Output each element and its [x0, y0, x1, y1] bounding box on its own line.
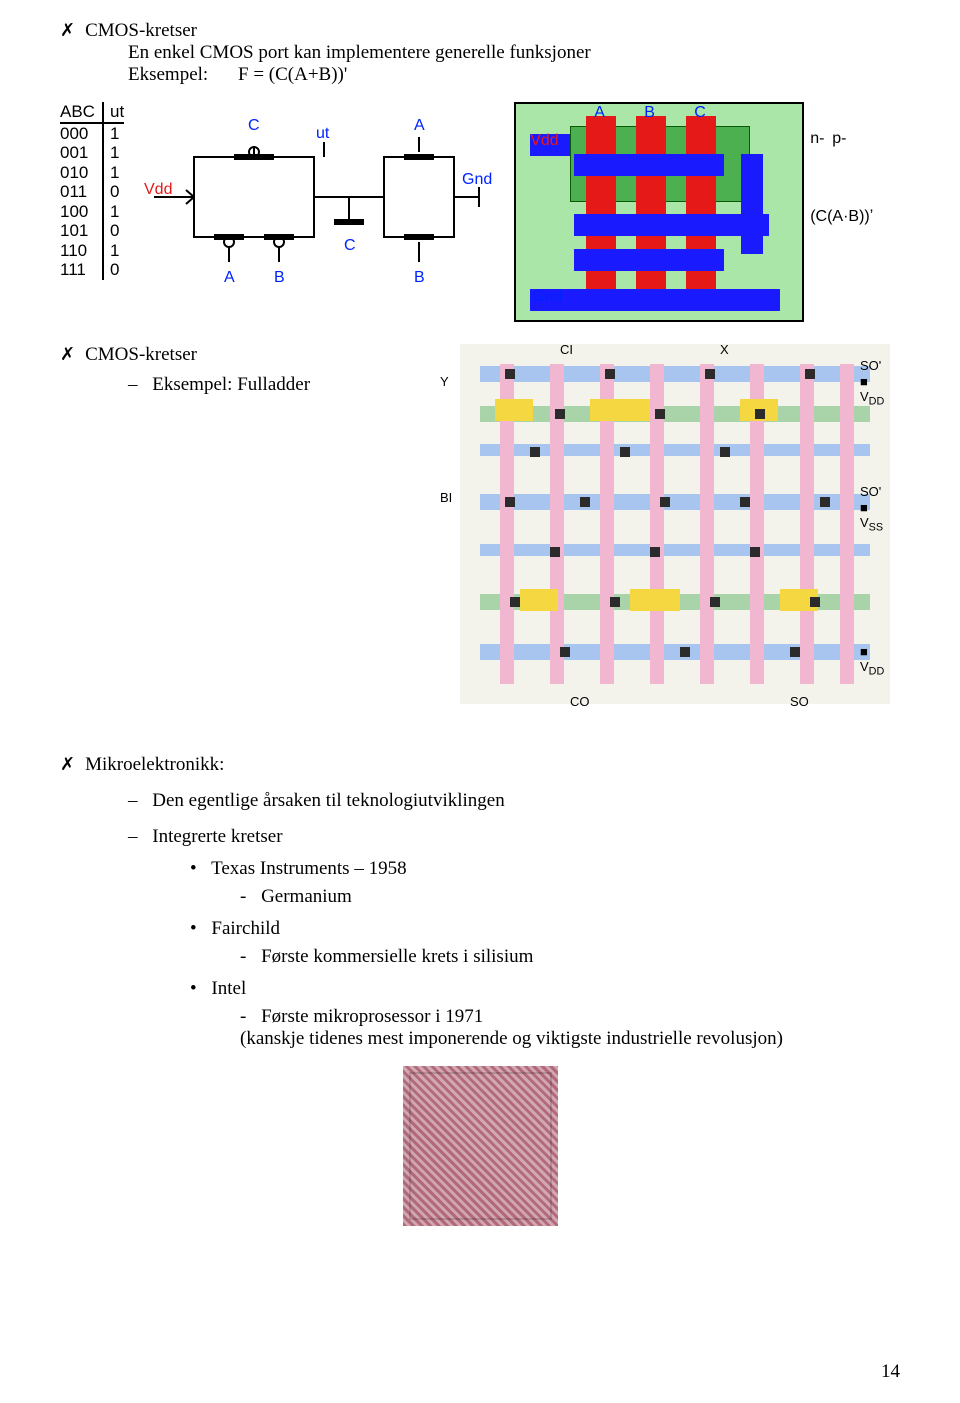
item-intel-sub1-text: Første mikroprosessor i 1971: [261, 1006, 483, 1027]
fa-sop: SO': [860, 358, 881, 373]
item-ti: Texas Instruments – 1958: [190, 858, 900, 880]
layout-out: (C(A·B))ʼ: [810, 208, 873, 226]
tt-cell: 0: [104, 260, 119, 280]
poly-b: [636, 116, 666, 302]
tt-cell: 1: [104, 124, 119, 144]
item-ti-text: Texas Instruments – 1958: [211, 858, 407, 879]
layout-p: p-: [832, 130, 846, 148]
schem-vdd: Vdd: [144, 181, 172, 198]
item-fc-sub-text: Første kommersielle krets i silisium: [261, 946, 533, 967]
schem-a-top: A: [414, 117, 425, 134]
fulladder-layout: [460, 344, 890, 704]
tt-cell: 000: [60, 124, 104, 144]
tt-cell: 101: [60, 221, 104, 241]
fa-sop2: SO': [860, 484, 881, 499]
metal-lower: [574, 249, 724, 271]
tt-cell: 001: [60, 143, 104, 163]
figure-row-1: ABC ut 0001 0011 0101 0110 1001 1010 110…: [60, 102, 900, 322]
example-formula: F = (C(A+B))': [238, 64, 347, 86]
metal-upper: [574, 154, 724, 176]
tt-cell: 100: [60, 202, 104, 222]
heading-cmos-kretser-2: CMOS-kretser: [60, 344, 390, 366]
item-intel-text: Intel: [211, 978, 246, 999]
tt-cell: 0: [104, 182, 119, 202]
sub-ic-text: Integrerte kretser: [152, 826, 282, 847]
tt-header-ut: ut: [104, 102, 124, 122]
fa-so: SO: [790, 694, 809, 709]
section-cmos-kretser-1: CMOS-kretser En enkel CMOS port kan impl…: [60, 20, 900, 86]
item-intel-sub: Første mikroprosessor i 1971 (kanskje ti…: [240, 1006, 900, 1050]
fa-x: X: [720, 342, 729, 357]
item-intel-sub2-text: (kanskje tidenes mest imponerende og vik…: [240, 1028, 783, 1049]
schem-a-bot: A: [224, 269, 235, 286]
cmos-layout: Vdd A B C Gnd: [514, 102, 804, 322]
page-number: 14: [881, 1361, 900, 1383]
schem-c-top: C: [248, 117, 260, 134]
item-fc-text: Fairchild: [211, 918, 280, 939]
fa-vdd2: ■ VDD: [860, 644, 890, 678]
item-fc-sub: Første kommersielle krets i silisium: [240, 946, 900, 968]
example-label: Eksempel:: [128, 64, 238, 86]
heading-micro: Mikroelektronikk:: [60, 754, 900, 776]
schem-gnd: Gnd: [462, 171, 492, 188]
metal-mid: [574, 214, 769, 236]
sub-reason: Den egentlige årsaken til teknologiutvik…: [128, 790, 900, 812]
tt-cell: 011: [60, 182, 104, 202]
fulladder-wrap: CI X SO' Y ■ VDD BI SO' ■ VSS ■ VDD CO S…: [420, 344, 890, 704]
tt-header-abc: ABC: [60, 102, 104, 122]
tt-cell: 1: [104, 163, 119, 183]
sub-reason-text: Den egentlige årsaken til teknologiutvik…: [152, 790, 504, 811]
fa-vss: ■ VSS: [860, 500, 890, 534]
layout-gnd: Gnd: [532, 288, 562, 306]
schem-b-bot: B: [274, 269, 285, 286]
section-microelectronics: Mikroelektronikk: Den egentlige årsaken …: [60, 754, 900, 1050]
section-cmos-kretser-2: CMOS-kretser Eksempel: Fulladder: [60, 344, 900, 704]
item-ti-sub-text: Germanium: [261, 886, 352, 907]
schem-ut: ut: [316, 125, 330, 142]
metal-gnd: [530, 289, 780, 311]
line-example: Eksempel: F = (C(A+B))': [128, 64, 900, 86]
schem-b-right: B: [414, 269, 425, 286]
item-fc: Fairchild: [190, 918, 900, 940]
cmos-layout-wrap: Vdd A B C Gnd n- p- (C(A·B))ʼ: [514, 102, 844, 322]
metal-out-vert: [741, 154, 763, 254]
tt-cell: 0: [104, 221, 119, 241]
item-ti-sub: Germanium: [240, 886, 900, 908]
heading-text-2: CMOS-kretser: [85, 344, 197, 366]
fa-y: Y: [440, 374, 449, 389]
tt-cell: 010: [60, 163, 104, 183]
tt-cell: 1: [104, 202, 119, 222]
cmos-schematic: Vdd C ut A Gnd A B C B: [144, 102, 494, 322]
fa-vdd: ■ VDD: [860, 374, 890, 408]
fa-ci: CI: [560, 342, 573, 357]
heading-text: CMOS-kretser: [85, 20, 197, 42]
poly-a: [586, 116, 616, 302]
line-impl: En enkel CMOS port kan implementere gene…: [128, 42, 900, 64]
microprocessor-die-image: [403, 1066, 558, 1226]
layout-a: A: [594, 104, 605, 122]
heading-cmos-kretser-1: CMOS-kretser: [60, 20, 900, 42]
heading-micro-text: Mikroelektronikk:: [85, 754, 224, 776]
tt-cell: 1: [104, 241, 119, 261]
fa-bi: BI: [440, 490, 452, 505]
layout-c: C: [694, 104, 706, 122]
schem-c-mid: C: [344, 237, 356, 254]
item-intel: Intel: [190, 978, 900, 1000]
fa-co: CO: [570, 694, 590, 709]
tt-cell: 110: [60, 241, 104, 261]
layout-vdd: Vdd: [530, 132, 558, 150]
tt-cell: 1: [104, 143, 119, 163]
sub-fulladder: Eksempel: Fulladder: [128, 374, 390, 396]
layout-n: n-: [810, 130, 824, 148]
truth-table: ABC ut 0001 0011 0101 0110 1001 1010 110…: [60, 102, 124, 280]
sub-ic: Integrerte kretser: [128, 826, 900, 848]
tt-cell: 111: [60, 260, 104, 280]
layout-b: B: [644, 104, 655, 122]
poly-c: [686, 116, 716, 302]
sub-fulladder-text: Eksempel: Fulladder: [152, 374, 310, 395]
